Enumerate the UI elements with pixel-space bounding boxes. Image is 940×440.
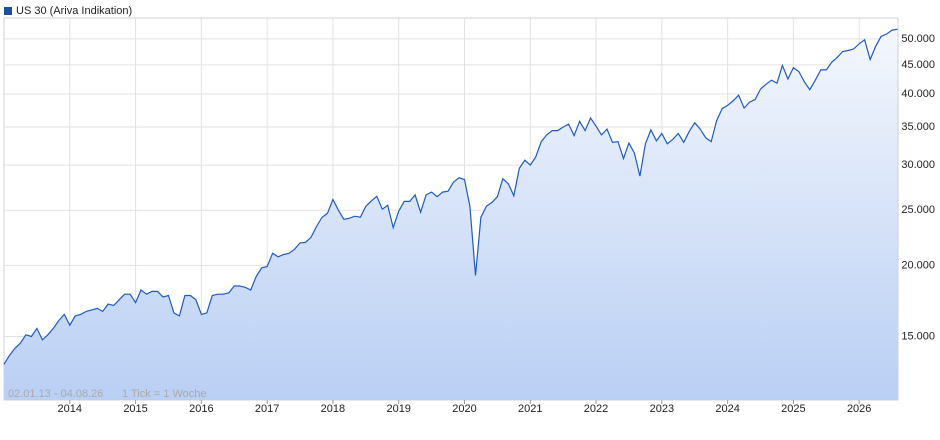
legend-label: US 30 (Ariva Indikation) [16,5,132,17]
x-tick-label: 2015 [123,403,147,415]
y-tick-label: 20.000 [901,259,935,271]
y-tick-label: 25.000 [901,204,935,216]
y-tick-label: 40.000 [901,88,935,100]
range-note: 02.01.13 - 04.08.26 [8,388,103,400]
x-tick-label: 2014 [58,403,82,415]
x-tick-label: 2019 [386,403,410,415]
x-tick-label: 2017 [255,403,279,415]
line [3,28,898,365]
x-tick-label: 2018 [321,403,345,415]
y-tick-label: 30.000 [901,159,935,171]
legend-swatch [4,7,12,15]
x-tick-label: 2021 [518,403,542,415]
tick-note: 1 Tick = 1 Woche [122,388,206,400]
x-tick-label: 2023 [650,403,674,415]
x-tick-label: 2025 [781,403,805,415]
x-tick-label: 2022 [584,403,608,415]
x-tick-label: 2026 [847,403,871,415]
area [4,29,898,400]
x-tick-label: 2024 [715,403,739,415]
x-tick-label: 2020 [452,403,476,415]
x-tick-label: 2016 [189,403,213,415]
y-tick-label: 45.000 [901,59,935,71]
y-tick-label: 15.000 [901,330,935,342]
y-tick-label: 35.000 [901,121,935,133]
y-tick-label: 50.000 [901,33,935,45]
